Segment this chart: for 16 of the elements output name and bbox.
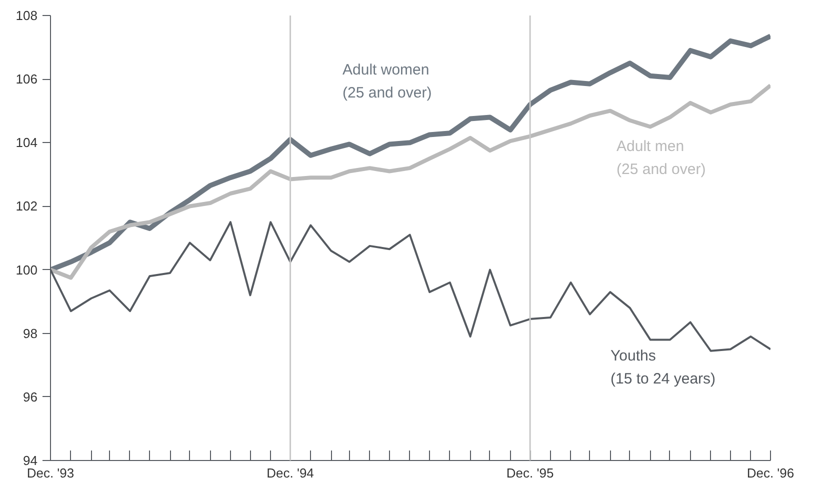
y-tick-label: 106 (16, 72, 38, 87)
y-tick-label: 100 (16, 262, 38, 278)
series-label: Youths (15 to 24 years) (610, 348, 716, 388)
line-series (50, 83, 770, 280)
x-tick-label: Dec. '93 (26, 466, 74, 480)
y-tick-label: 96 (23, 389, 38, 404)
y-tick-label: 94 (23, 453, 38, 468)
x-tick-label: Dec. '96 (746, 466, 794, 480)
y-tick-label: 102 (16, 198, 38, 214)
y-tick-label: 104 (16, 135, 38, 150)
x-tick-label: Dec. '94 (266, 466, 314, 480)
y-tick-label: 98 (23, 326, 38, 341)
text: Adult women (25 and over) (342, 62, 432, 102)
y-tick-label: 108 (16, 8, 38, 23)
x-tick-label: Dec. '95 (506, 466, 554, 480)
series-label: Adult men (25 and over) (616, 138, 706, 178)
